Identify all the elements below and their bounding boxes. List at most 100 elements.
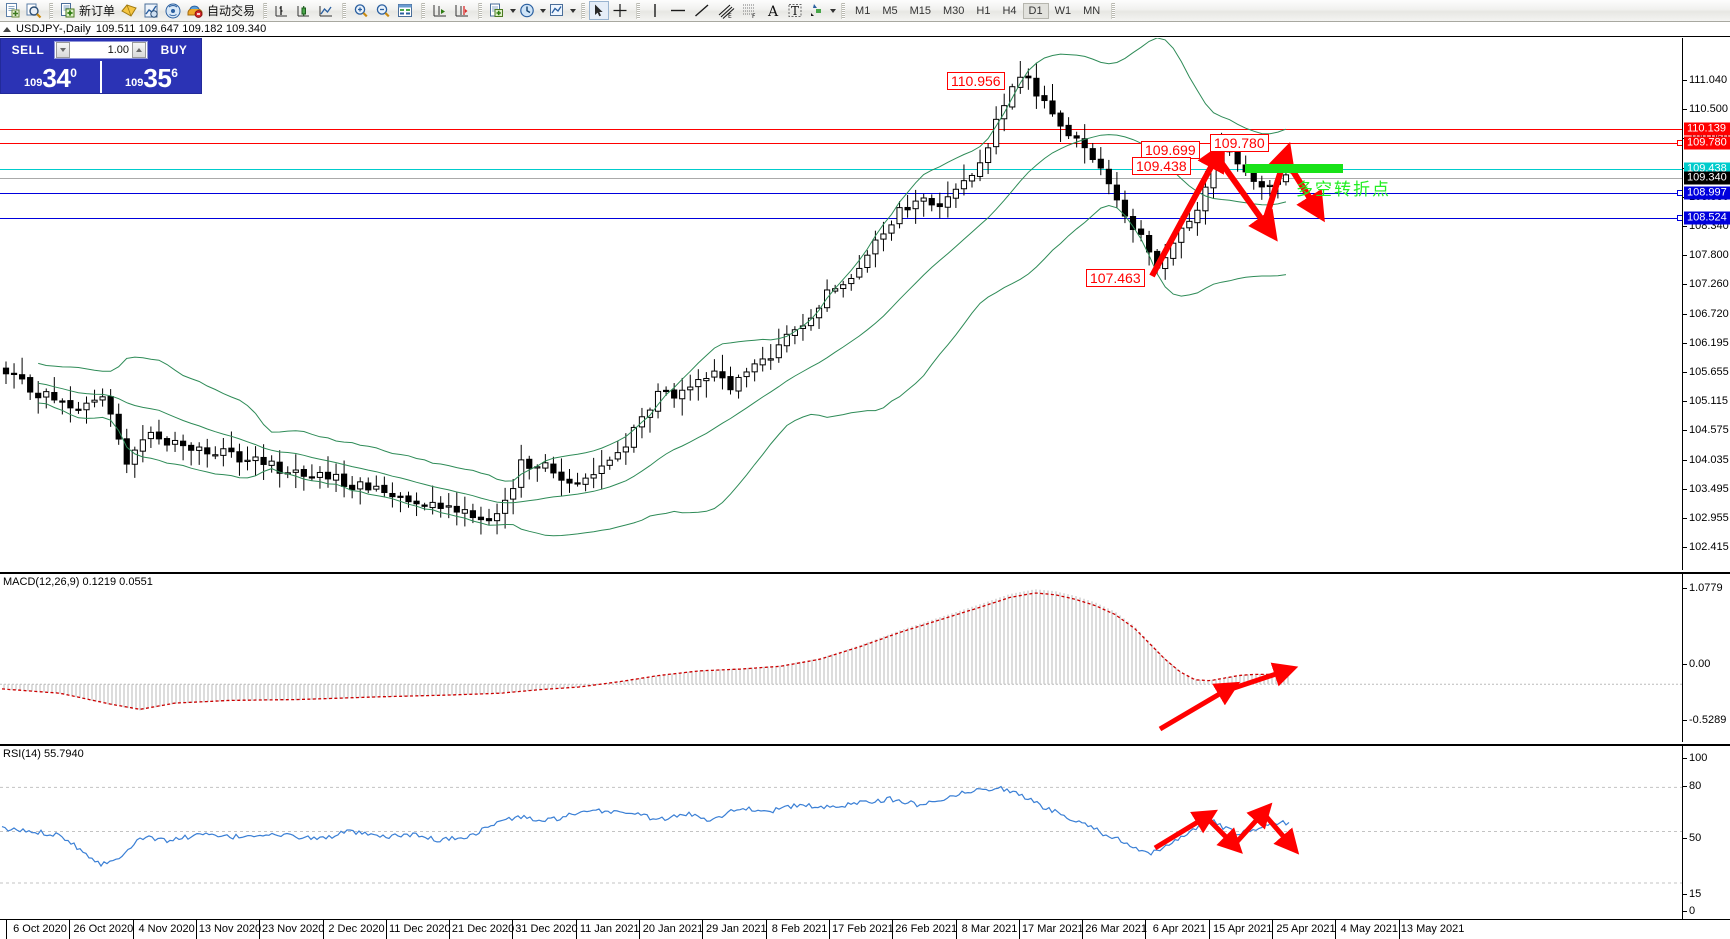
price-chip[interactable]: 109.780 <box>1684 136 1730 150</box>
line-handle[interactable] <box>1677 140 1682 146</box>
text-icon[interactable]: T <box>784 1 806 21</box>
timeframe-d1[interactable]: D1 <box>1022 2 1049 19</box>
swing-high-label-109780[interactable]: 109.780 <box>1210 134 1269 152</box>
timeframe-h4[interactable]: H4 <box>1002 4 1017 17</box>
crosshair-icon[interactable] <box>609 1 631 21</box>
zoom-in-icon[interactable] <box>350 1 372 21</box>
cursor-icon[interactable] <box>589 1 610 20</box>
time-tick: 26 Feb 2021 <box>895 923 958 935</box>
sell-price[interactable]: 109 34 0 <box>1 61 100 93</box>
time-axis[interactable]: 6 Oct 2020 26 Oct 2020 4 Nov 2020 13 Nov 20… <box>0 919 1730 939</box>
chinese-note-label[interactable]: 多空转折点 <box>1296 180 1391 200</box>
templates-icon[interactable] <box>486 1 508 21</box>
time-tick: 29 Jan 2021 <box>706 923 767 935</box>
time-separator <box>1082 920 1084 939</box>
buy-price-pip: 6 <box>171 66 178 80</box>
time-separator <box>828 920 830 939</box>
shapes-dropdown-caret-icon[interactable] <box>830 8 837 13</box>
new-chart-icon[interactable] <box>2 1 23 21</box>
line-handle[interactable] <box>1677 215 1682 221</box>
support-line-108997[interactable] <box>0 190 1682 196</box>
equidistant-channel-icon[interactable]: E <box>714 1 738 21</box>
timeframe-w1[interactable]: W1 <box>1054 4 1072 17</box>
price-tick: 104.575 <box>1683 424 1729 436</box>
sell-button[interactable]: SELL <box>11 43 45 57</box>
data-window-icon[interactable] <box>394 1 416 21</box>
vertical-line-icon[interactable] <box>644 1 666 21</box>
macd-tick: 0.00 <box>1683 658 1710 670</box>
volume-value[interactable]: 1.00 <box>107 44 129 56</box>
resistance-line-109780[interactable] <box>0 140 1682 146</box>
price-axis[interactable]: 111.040110.500109.960109.420108.880108.3… <box>1682 38 1730 570</box>
rsi-tick: 50 <box>1683 832 1701 844</box>
new-order-icon[interactable] <box>57 1 78 21</box>
pivot-line-109438[interactable] <box>0 169 1682 170</box>
signals-icon[interactable] <box>162 1 184 21</box>
rsi-pane[interactable]: RSI(14) 55.7940 100 80 50 15 0 <box>0 744 1730 919</box>
shapes-icon[interactable] <box>806 1 828 21</box>
price-chart-pane[interactable]: 110.956 109.699 109.780 109.438 107.463 … <box>0 38 1730 570</box>
text-label-icon[interactable]: A <box>762 1 784 21</box>
macd-plot-area[interactable] <box>0 574 1682 742</box>
rsi-axis[interactable]: 100 80 50 15 0 <box>1682 746 1730 919</box>
autotrading-label[interactable]: 自动交易 <box>207 4 256 18</box>
time-tick: 4 May 2021 <box>1340 923 1399 935</box>
time-tick: 15 Apr 2021 <box>1213 923 1273 935</box>
timeframe-h1[interactable]: H1 <box>976 4 991 17</box>
support-line-108524[interactable] <box>0 215 1682 221</box>
period-dropdown-caret-icon[interactable] <box>540 8 547 13</box>
zoom-out-icon[interactable] <box>372 1 394 21</box>
period-icon[interactable] <box>516 1 538 21</box>
swing-low-label-107463[interactable]: 107.463 <box>1086 269 1145 287</box>
chart-properties-icon[interactable] <box>546 1 568 21</box>
symbol-info-bar: USDJPY-,Daily 109.511 109.647 109.182 10… <box>0 22 1730 37</box>
price-plot-area[interactable]: 110.956 109.699 109.780 109.438 107.463 … <box>0 38 1682 570</box>
line-handle[interactable] <box>1677 190 1682 196</box>
new-order-label[interactable]: 新订单 <box>79 4 116 18</box>
volume-decrease-button[interactable] <box>56 42 70 58</box>
price-chip[interactable]: 108.997 <box>1684 186 1730 200</box>
candlestick-chart-icon[interactable] <box>293 1 315 21</box>
volume-increase-button[interactable] <box>132 42 146 58</box>
timeframe-mn[interactable]: MN <box>1083 4 1101 17</box>
time-tick: 17 Mar 2021 <box>1021 923 1084 935</box>
expert-advisors-icon[interactable] <box>118 1 140 21</box>
time-separator <box>259 920 261 939</box>
auto-scroll-icon[interactable] <box>451 1 473 21</box>
chart-properties-caret-icon[interactable] <box>570 8 577 13</box>
timeframe-m30[interactable]: M30 <box>943 4 965 17</box>
time-tick: 26 Oct 2020 <box>73 923 134 935</box>
horizontal-line-icon[interactable] <box>666 1 690 21</box>
time-tick: 21 Dec 2020 <box>451 923 515 935</box>
macd-axis[interactable]: 1.0779 0.00 -0.5289 <box>1682 574 1730 742</box>
templates-dropdown-caret-icon[interactable] <box>510 8 517 13</box>
shift-chart-icon[interactable] <box>429 1 451 21</box>
price-chip[interactable]: 109.340 <box>1684 171 1730 185</box>
timeframe-m5[interactable]: M5 <box>882 4 898 17</box>
rsi-plot-area[interactable] <box>0 746 1682 919</box>
trendline-icon[interactable] <box>690 1 714 21</box>
time-tick: 13 Nov 2020 <box>198 923 262 935</box>
autotrading-icon[interactable] <box>184 1 206 21</box>
timeframe-m15[interactable]: M15 <box>909 4 931 17</box>
indicators-icon[interactable] <box>140 1 162 21</box>
chart-collapse-icon[interactable] <box>3 26 11 32</box>
swing-high-label-110956[interactable]: 110.956 <box>947 72 1005 90</box>
macd-pane[interactable]: MACD(12,26,9) 0.1219 0.0551 1.0779 0.00 -0… <box>0 572 1730 742</box>
search-chart-icon[interactable] <box>23 1 44 21</box>
price-chip[interactable]: 108.524 <box>1684 211 1730 225</box>
buy-price[interactable]: 109 35 6 <box>100 61 201 93</box>
timeframe-m1[interactable]: M1 <box>855 4 871 17</box>
rsi-annotation-layer <box>1153 802 1300 855</box>
line-chart-icon[interactable] <box>315 1 337 21</box>
price-chip[interactable]: 110.139 <box>1684 122 1730 136</box>
volume-field[interactable]: 1.00 <box>54 41 148 59</box>
bar-chart-icon[interactable] <box>271 1 293 21</box>
buy-button[interactable]: BUY <box>160 43 188 57</box>
fibonacci-icon[interactable]: F <box>738 1 762 21</box>
one-click-trading-panel[interactable]: SELL 1.00 BUY 109 34 0 109 35 6 <box>0 38 202 94</box>
macd-annotation-layer <box>1158 662 1299 732</box>
pivot-label-109438[interactable]: 109.438 <box>1132 157 1191 175</box>
time-separator <box>639 920 640 939</box>
resistance-line-110139[interactable] <box>0 129 1682 130</box>
